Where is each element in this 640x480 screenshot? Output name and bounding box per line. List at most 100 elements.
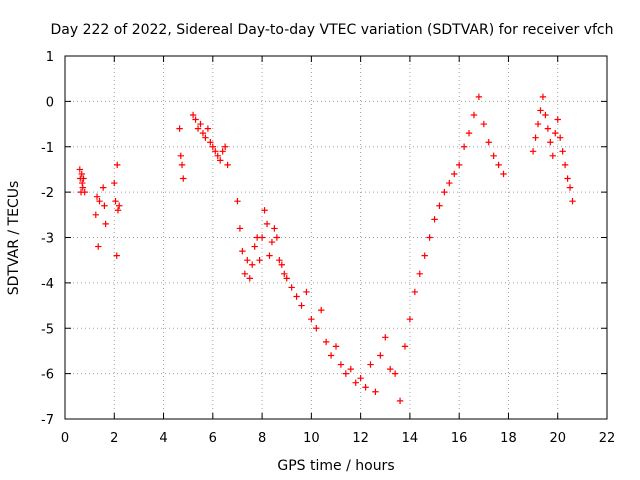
data-point <box>102 220 109 228</box>
data-point <box>554 116 561 123</box>
data-point <box>396 397 404 405</box>
data-point <box>490 152 497 160</box>
data-point <box>446 179 453 187</box>
data-point <box>431 216 438 223</box>
data-point <box>78 170 85 178</box>
x-tick-label: 8 <box>258 431 266 446</box>
data-point <box>202 134 209 141</box>
data-point <box>283 275 290 282</box>
data-point <box>236 225 244 232</box>
data-point <box>347 365 354 373</box>
data-point <box>224 161 231 169</box>
data-point <box>382 334 389 341</box>
x-tick-label: 2 <box>110 431 118 446</box>
y-tick-label: -3 <box>41 232 54 247</box>
data-point <box>552 129 559 137</box>
x-tick-label: 22 <box>599 431 616 446</box>
data-point <box>199 129 207 137</box>
x-tick-label: 12 <box>352 431 369 446</box>
data-point <box>308 315 315 323</box>
data-point <box>278 261 285 268</box>
data-point <box>421 252 428 259</box>
grid-layer <box>65 56 607 419</box>
data-point <box>544 125 552 132</box>
data-point <box>261 207 268 214</box>
data-point <box>313 325 320 332</box>
data-point <box>465 129 473 137</box>
data-point <box>276 256 283 264</box>
data-point <box>451 170 458 178</box>
data-point <box>455 161 463 169</box>
data-point <box>116 202 123 209</box>
y-tick-label: -4 <box>41 277 54 292</box>
data-point <box>556 134 564 141</box>
x-tick-label: 10 <box>303 431 320 446</box>
x-tick-label: 14 <box>402 431 419 446</box>
data-point <box>194 125 202 132</box>
data-point <box>500 170 507 178</box>
data-point <box>342 370 350 377</box>
data-point <box>542 111 549 119</box>
data-point <box>387 365 394 373</box>
data-point <box>271 225 278 232</box>
data-point <box>327 352 335 359</box>
data-point <box>569 198 576 205</box>
data-point <box>377 352 384 359</box>
data-point <box>401 343 409 350</box>
data-point <box>367 361 374 368</box>
chart-title: Day 222 of 2022, Sidereal Day-to-day VTE… <box>50 22 613 38</box>
y-tick-label: 0 <box>46 95 54 110</box>
data-point <box>221 143 229 150</box>
data-point <box>372 388 379 395</box>
x-tick-label: 20 <box>549 431 566 446</box>
data-point <box>241 270 249 277</box>
data-point <box>480 120 488 128</box>
data-point <box>81 188 88 196</box>
data-point <box>180 175 187 182</box>
data-point <box>113 252 120 259</box>
data-point <box>318 306 325 314</box>
data-point <box>207 139 214 146</box>
data-point <box>537 107 544 114</box>
data-point <box>566 184 574 191</box>
data-point <box>352 379 359 386</box>
data-point <box>256 256 263 264</box>
data-point <box>114 161 121 169</box>
y-tick-label: -1 <box>41 141 54 156</box>
y-tick-label: 1 <box>46 50 54 65</box>
data-marks <box>76 93 576 405</box>
data-point <box>288 284 295 291</box>
data-point <box>539 93 547 101</box>
data-point <box>561 161 569 169</box>
data-point <box>209 143 217 150</box>
data-point <box>391 370 399 377</box>
data-point <box>79 184 86 191</box>
data-point <box>80 175 87 182</box>
data-point <box>332 343 340 350</box>
data-point <box>268 238 276 246</box>
data-point <box>239 247 246 255</box>
data-point <box>249 261 256 268</box>
data-point <box>101 202 108 209</box>
data-point <box>234 198 241 205</box>
data-point <box>273 234 281 241</box>
data-point <box>362 384 369 391</box>
data-point <box>178 161 186 169</box>
data-point <box>470 111 478 119</box>
data-point <box>111 179 118 187</box>
data-point <box>246 275 253 282</box>
data-point <box>197 120 204 128</box>
data-point <box>176 125 183 132</box>
data-point <box>112 198 119 205</box>
data-point <box>281 270 288 277</box>
data-point <box>95 243 102 250</box>
y-tick-label: -7 <box>41 413 54 428</box>
data-point <box>416 270 423 277</box>
x-tick-label: 0 <box>61 431 69 446</box>
data-point <box>547 139 554 146</box>
x-tick-label: 6 <box>209 431 217 446</box>
data-point <box>251 243 258 250</box>
data-point <box>529 148 537 155</box>
data-point <box>436 202 443 209</box>
data-point <box>244 256 251 264</box>
